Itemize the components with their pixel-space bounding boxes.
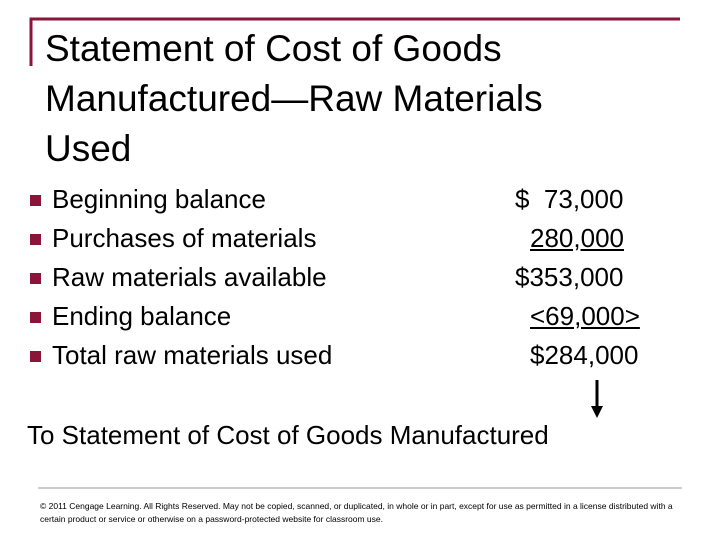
title-line: Statement of Cost of Goods bbox=[45, 28, 502, 69]
bullet bbox=[30, 195, 41, 206]
bullet bbox=[30, 234, 41, 245]
title-line: Manufactured—Raw Materials bbox=[45, 78, 543, 119]
title-frame bbox=[29, 17, 680, 66]
row-amount: $ 73,000 bbox=[515, 184, 624, 214]
copyright: © 2011 Cengage Learning. All Rights Rese… bbox=[40, 501, 673, 524]
row-amount: $284,000 bbox=[530, 340, 639, 370]
row-label: Total raw materials used bbox=[52, 340, 333, 370]
footer-note: To Statement of Cost of Goods Manufactur… bbox=[27, 420, 549, 450]
row-amount: 280,000 bbox=[530, 223, 624, 253]
row-label: Raw materials available bbox=[52, 262, 327, 292]
title-line: Used bbox=[45, 128, 132, 169]
row-label: Ending balance bbox=[52, 301, 232, 331]
row-amount: <69,000> bbox=[530, 301, 640, 331]
row-label: Beginning balance bbox=[52, 184, 266, 214]
bullet bbox=[30, 273, 41, 284]
row-label: Purchases of materials bbox=[52, 223, 317, 253]
arrow-head bbox=[591, 406, 603, 418]
row-amount: $353,000 bbox=[515, 262, 624, 292]
bullet bbox=[30, 312, 41, 323]
bullet bbox=[30, 351, 41, 362]
